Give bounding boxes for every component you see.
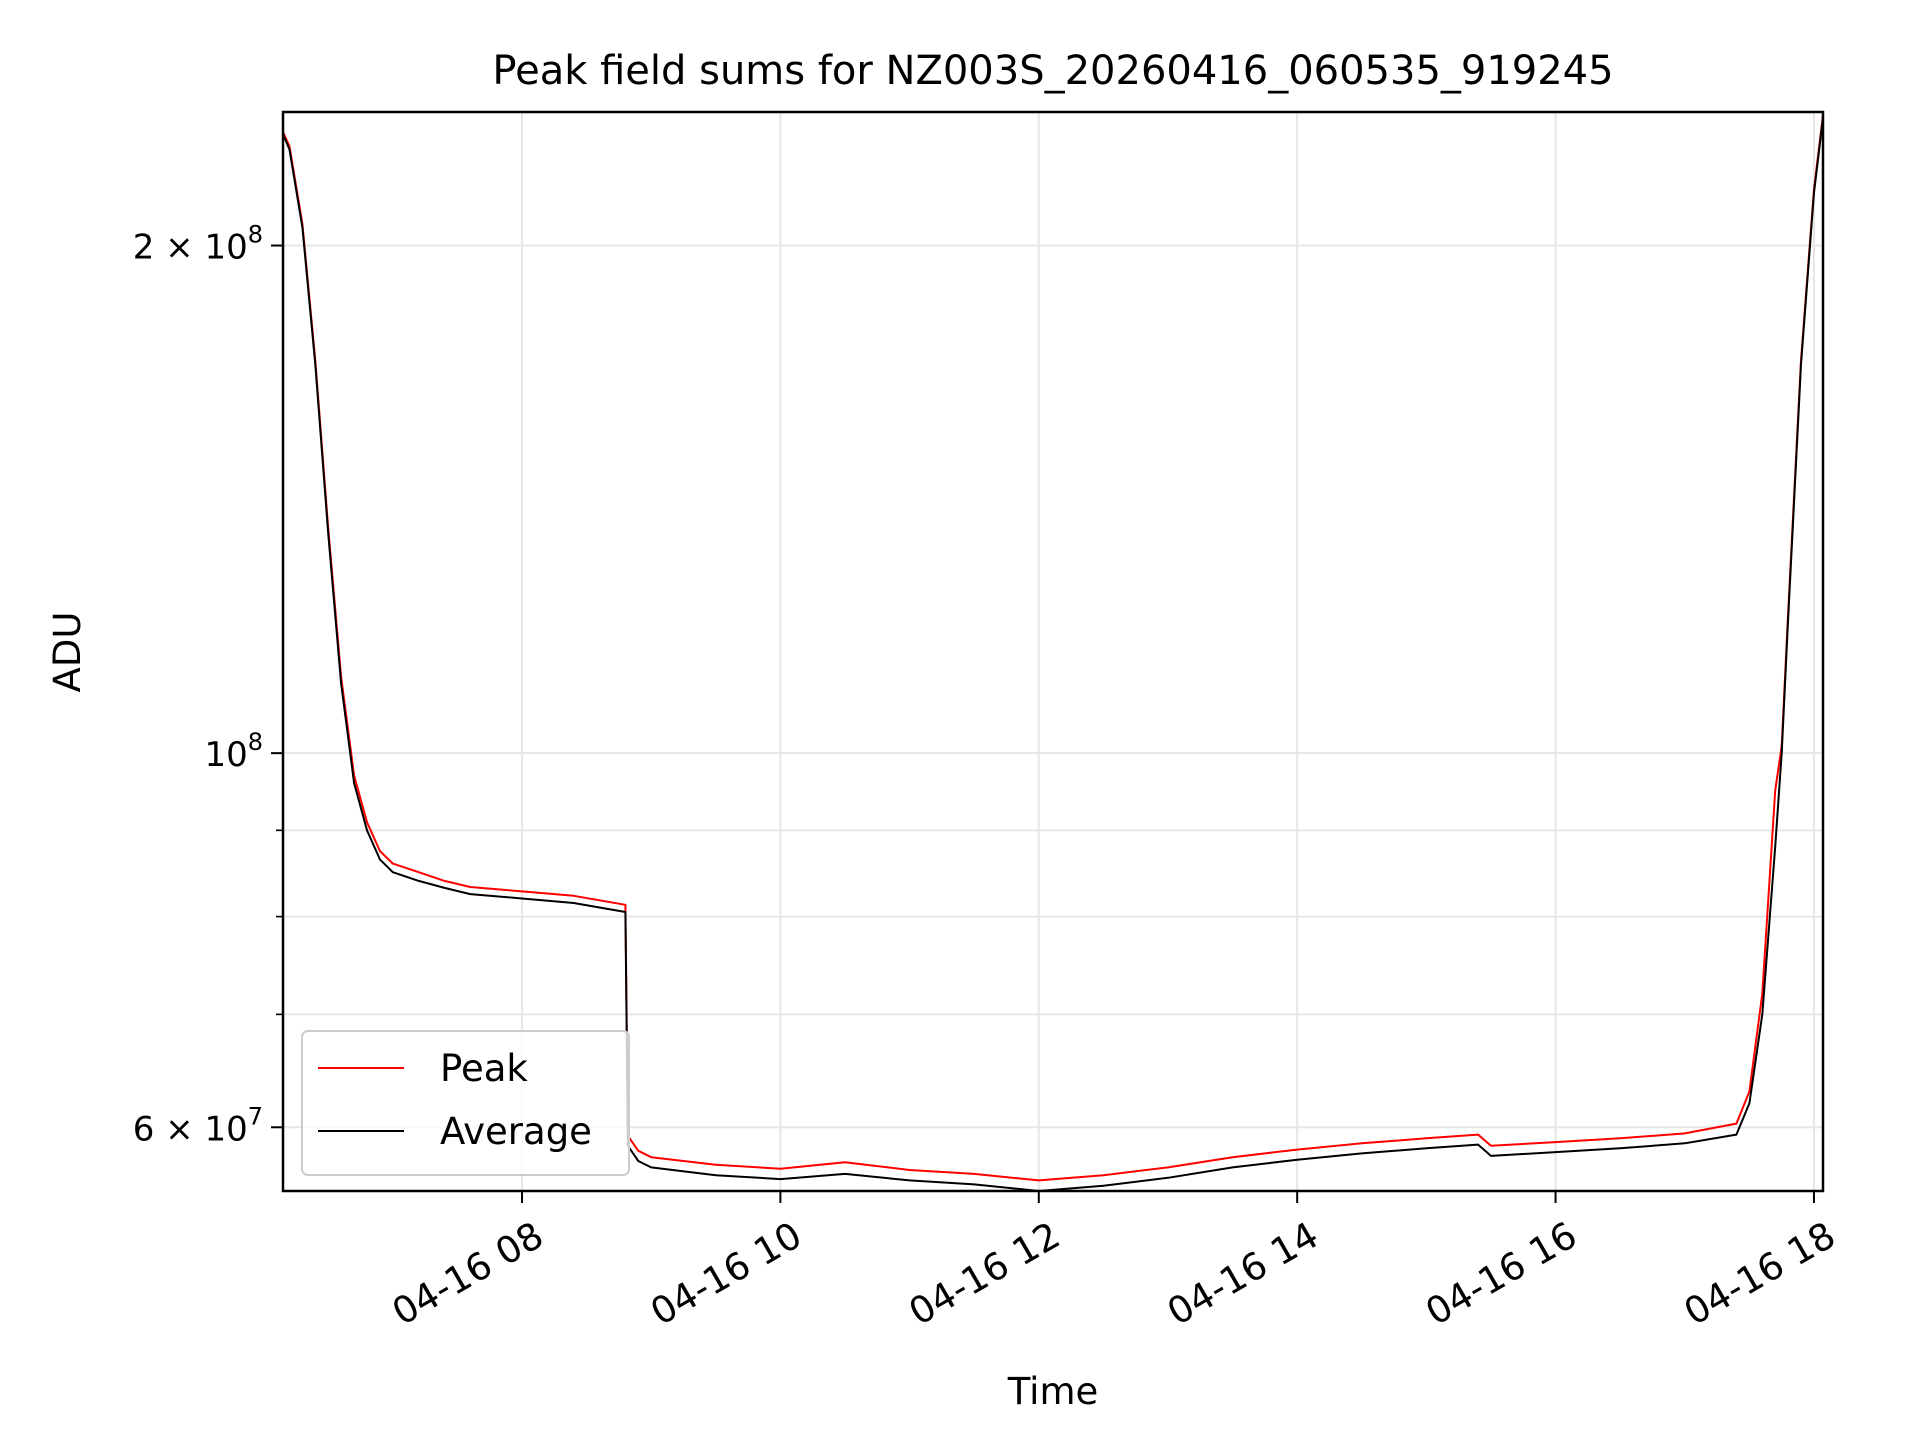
data-point-peak xyxy=(779,1167,782,1170)
data-point-peak xyxy=(1231,1156,1234,1158)
data-point-peak xyxy=(1477,1133,1479,1136)
series-line-average xyxy=(283,117,1823,1191)
data-point-peak xyxy=(1619,1137,1621,1140)
legend: Peak Average xyxy=(301,1030,630,1176)
data-point-average xyxy=(779,1178,782,1180)
data-point-average xyxy=(624,911,627,913)
y-tick-label: 108 xyxy=(204,728,263,775)
data-point-average xyxy=(417,880,420,882)
data-point-average xyxy=(1619,1147,1621,1150)
data-point-average xyxy=(366,829,368,832)
y-axis-label: ADU xyxy=(46,612,89,693)
series-line-peak xyxy=(283,114,1823,1182)
data-point-peak xyxy=(392,862,394,865)
data-point-average xyxy=(469,893,472,895)
data-point-average xyxy=(637,1160,640,1162)
data-point-average xyxy=(1425,1147,1428,1150)
data-point-average xyxy=(973,1183,975,1186)
data-point-peak xyxy=(469,886,472,888)
y-tick-label: 6 × 107 xyxy=(133,1102,263,1149)
data-point-average xyxy=(1761,1013,1764,1016)
data-point-average xyxy=(844,1173,846,1175)
data-point-peak xyxy=(598,899,601,902)
data-point-average xyxy=(443,887,446,889)
data-point-peak xyxy=(624,904,627,906)
data-point-average xyxy=(1554,1151,1557,1153)
data-point-peak xyxy=(1761,992,1764,995)
data-point-average xyxy=(1231,1166,1234,1169)
data-point-average xyxy=(1774,846,1776,848)
data-point-average xyxy=(1684,1142,1686,1145)
data-point-average xyxy=(598,906,601,909)
data-point-average xyxy=(392,871,394,873)
data-point-average xyxy=(1735,1133,1738,1136)
data-point-average xyxy=(1748,1102,1751,1105)
data-point-average xyxy=(340,682,342,685)
data-point-average xyxy=(327,532,330,535)
data-point-average xyxy=(908,1179,911,1182)
data-point-peak xyxy=(443,880,446,882)
data-point-average xyxy=(1780,752,1783,754)
data-point-average xyxy=(353,782,355,784)
data-point-average xyxy=(314,363,317,366)
data-point-peak xyxy=(1425,1137,1428,1140)
data-point-average xyxy=(650,1166,652,1169)
data-point-average xyxy=(288,148,291,151)
data-point-peak xyxy=(637,1150,640,1152)
data-point-average xyxy=(1102,1184,1105,1187)
data-point-average xyxy=(1361,1152,1363,1155)
data-point-peak xyxy=(1748,1090,1751,1093)
data-point-peak xyxy=(1774,789,1776,792)
data-point-peak xyxy=(1038,1179,1040,1182)
data-point-average xyxy=(301,226,304,229)
data-point-average xyxy=(1800,363,1802,366)
x-axis-label: Time xyxy=(1007,1370,1099,1413)
data-point-peak xyxy=(366,821,368,823)
data-point-peak xyxy=(379,850,381,852)
data-point-peak xyxy=(844,1161,846,1164)
y-tick-label: 2 × 108 xyxy=(133,221,263,268)
data-point-peak xyxy=(417,871,420,873)
series-lines xyxy=(283,114,1823,1191)
data-point-average xyxy=(1167,1177,1169,1179)
data-point-peak xyxy=(1735,1122,1738,1125)
data-point-average xyxy=(1787,618,1789,621)
data-point-average xyxy=(715,1174,717,1176)
data-point-average xyxy=(521,897,523,900)
data-point-peak xyxy=(572,895,575,897)
data-point-peak xyxy=(1554,1141,1557,1143)
data-point-average xyxy=(1296,1158,1298,1161)
data-point-peak xyxy=(1490,1145,1492,1147)
data-point-peak xyxy=(1684,1132,1686,1135)
legend-label-average: Average xyxy=(440,1110,592,1153)
data-point-average xyxy=(572,902,575,904)
data-point-average xyxy=(1813,191,1815,194)
plot-area-frame xyxy=(281,110,1825,1193)
data-point-peak xyxy=(1296,1148,1298,1151)
data-point-peak xyxy=(908,1169,911,1171)
data-point-peak xyxy=(1361,1142,1363,1145)
data-point-average xyxy=(1490,1155,1492,1157)
data-point-peak xyxy=(715,1164,717,1166)
data-point-peak xyxy=(1102,1174,1105,1176)
legend-label-peak: Peak xyxy=(440,1047,528,1090)
data-point-peak xyxy=(650,1156,652,1158)
data-point-average xyxy=(1477,1143,1479,1146)
chart-title: Peak field sums for NZ003S_20260416_0605… xyxy=(492,48,1613,94)
data-point-peak xyxy=(1167,1166,1169,1169)
data-point-peak xyxy=(973,1173,975,1175)
data-point-average xyxy=(379,858,381,861)
data-point-peak xyxy=(521,890,523,893)
